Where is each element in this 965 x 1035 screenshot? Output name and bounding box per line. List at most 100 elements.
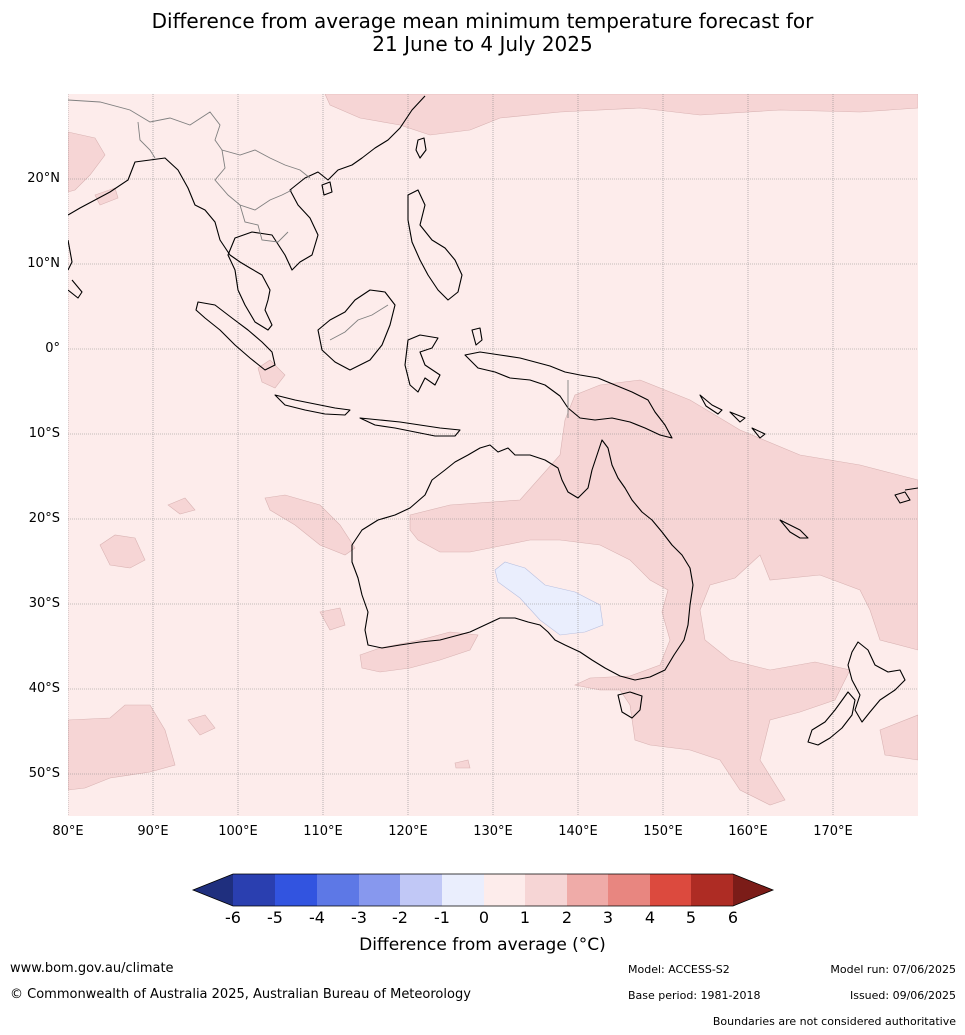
colorbar-tick-label: 6 — [727, 908, 739, 927]
lon-tick-label: 170°E — [813, 824, 853, 839]
graticule — [68, 94, 918, 816]
colorbar-tick-label: 3 — [602, 908, 614, 927]
coastline-new-caledonia — [779, 519, 809, 539]
title-line-2: 21 June to 4 July 2025 — [372, 32, 593, 56]
footer-website: www.bom.gov.au/climate — [10, 961, 174, 976]
colorbar-tick-label: -6 — [225, 908, 241, 927]
footer-issued: Issued: 09/06/2025 — [849, 989, 956, 1002]
coastline-lesser-sundas — [359, 417, 461, 437]
lon-tick-label: 130°E — [473, 824, 513, 839]
coastline-halmahera — [471, 327, 483, 346]
lat-tick-label: 40°S — [28, 681, 60, 696]
lon-tick-label: 160°E — [728, 824, 768, 839]
coastline-australia — [351, 439, 694, 681]
footer-disclaimer: Boundaries are not considered authoritat… — [712, 1015, 956, 1028]
colorbar-tick-label: -5 — [267, 908, 283, 927]
coastline-borneo — [317, 289, 396, 371]
anomaly-indian-ocean-2 — [167, 497, 196, 515]
lat-tick-label: 10°S — [28, 426, 60, 441]
colorbar-swatch — [691, 874, 733, 906]
lat-tick-label: 0° — [45, 341, 60, 356]
colorbar-swatch — [608, 874, 650, 906]
anomaly-wa-west — [264, 494, 356, 556]
anomaly-tasman-east — [879, 714, 918, 761]
lat-tick-label: 50°S — [28, 766, 60, 781]
anomaly-1-to-2-regions — [68, 94, 918, 806]
coastline-asia-mainland — [68, 95, 426, 331]
colorbar-tick-label: -3 — [351, 908, 367, 927]
anomaly-bight — [359, 631, 479, 673]
title-line-1: Difference from average mean minimum tem… — [151, 9, 814, 33]
coastline-java — [274, 394, 351, 416]
anomaly-north-pacific — [324, 94, 918, 136]
colorbar-swatch — [442, 874, 484, 906]
footer-copyright: © Commonwealth of Australia 2025, Austra… — [10, 987, 471, 1002]
lon-tick-label: 100°E — [218, 824, 258, 839]
lon-tick-label: 150°E — [643, 824, 683, 839]
coastline-tasmania — [617, 691, 643, 719]
lon-tick-label: 140°E — [558, 824, 598, 839]
colorbar-tick-label: 5 — [685, 908, 697, 927]
lon-tick-label: 110°E — [303, 824, 343, 839]
coastline-sumatra — [195, 301, 276, 371]
coastline-taiwan — [415, 137, 427, 159]
lat-tick-label: 10°N — [27, 256, 60, 271]
colorbar-tick-label: 2 — [561, 908, 573, 927]
colorbar-swatch — [650, 874, 692, 906]
coastline-sulawesi — [404, 334, 441, 393]
coastline-india — [68, 239, 83, 299]
anomaly-southwest — [68, 704, 176, 791]
anomaly-australia-coral-tasman — [409, 379, 918, 806]
anomaly-bay-patch — [94, 187, 119, 206]
lat-tick-label: 20°S — [28, 511, 60, 526]
colorbar-swatch — [233, 874, 275, 906]
anomaly-south-patch-2 — [454, 759, 471, 769]
footer-model: Model: ACCESS-S2 — [628, 963, 730, 976]
footer-base-period: Base period: 1981-2018 — [628, 989, 761, 1002]
colorbar-tick-label: 4 — [644, 908, 656, 927]
colorbar — [191, 873, 775, 907]
anomaly-south-patch — [187, 714, 216, 736]
map-area — [68, 94, 918, 816]
lat-tick-label: 20°N — [27, 171, 60, 186]
border-mainland-asia — [68, 99, 311, 243]
coastline-fiji — [894, 487, 918, 504]
lon-tick-label: 80°E — [52, 824, 84, 839]
lat-tick-label: 30°S — [28, 596, 60, 611]
colorbar-outline — [191, 873, 775, 907]
colorbar-extend-high — [733, 874, 773, 906]
lon-tick-label: 120°E — [388, 824, 428, 839]
colorbar-swatch — [525, 874, 567, 906]
coastline-philippines — [407, 189, 463, 301]
anomaly-minus1-to-0-region — [494, 561, 604, 636]
anomaly-indian-ocean-1 — [99, 534, 146, 569]
coastlines — [68, 95, 918, 746]
colorbar-tick-label: 0 — [478, 908, 490, 927]
colorbar-tick-label: -4 — [309, 908, 325, 927]
colorbar-swatch — [317, 874, 359, 906]
coastline-nz-south — [807, 691, 856, 746]
anomaly-java-patch — [257, 359, 286, 389]
country-borders — [68, 99, 569, 418]
coastline-hainan — [321, 181, 333, 196]
anomaly-indochina-west — [68, 131, 106, 193]
colorbar-tick-label: 1 — [519, 908, 531, 927]
colorbar-tick-label: -1 — [434, 908, 450, 927]
colorbar-swatch — [359, 874, 401, 906]
colorbar-title: Difference from average (°C) — [359, 935, 606, 955]
colorbar-swatch — [400, 874, 442, 906]
colorbar-swatch — [484, 874, 526, 906]
chart-title: Difference from average mean minimum tem… — [0, 10, 965, 56]
colorbar-extend-low — [193, 874, 233, 906]
colorbar-swatch — [567, 874, 609, 906]
lon-tick-label: 90°E — [137, 824, 169, 839]
coastline-solomons — [699, 394, 766, 439]
colorbar-tick-label: -2 — [392, 908, 408, 927]
colorbar-swatch — [275, 874, 317, 906]
border-borneo — [329, 304, 389, 341]
coastline-new-guinea — [464, 351, 673, 439]
footer-model-run: Model run: 07/06/2025 — [830, 963, 956, 976]
anomaly-indian-ocean-3 — [319, 607, 346, 631]
coastline-nz-north — [847, 641, 906, 723]
